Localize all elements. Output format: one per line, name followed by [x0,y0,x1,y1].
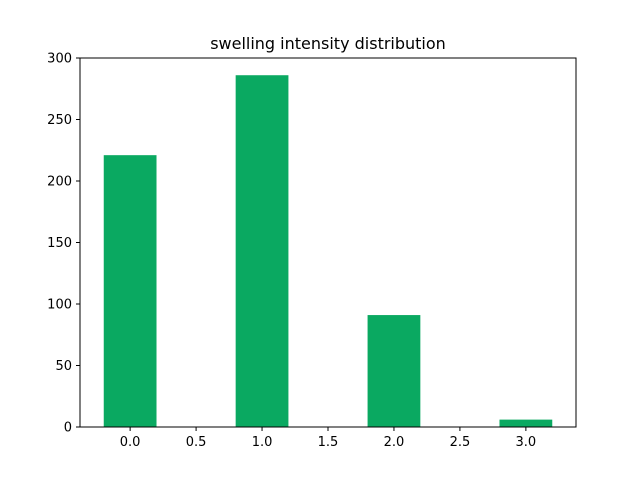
x-tick-label: 0.0 [120,435,141,450]
y-tick-label: 250 [47,113,72,128]
y-tick-label: 150 [47,236,72,251]
x-tick-label: 0.5 [186,435,207,450]
y-tick-label: 100 [47,298,72,313]
bar-1 [235,75,289,427]
x-tick-label: 2.5 [450,435,471,450]
axes-layer: 0.0 0.5 1.0 1.5 2.0 2.5 3.0 0 50 100 150 200 250 300 [47,52,577,450]
y-tick-label: 0 [64,421,72,436]
y-tick-label: 200 [47,175,72,190]
x-tick-label: 3.0 [516,435,537,450]
chart-title: swelling intensity distribution [210,34,446,53]
bar-3 [499,419,553,427]
bar-2 [367,315,421,427]
x-tick-label: 2.0 [384,435,405,450]
x-tick-label: 1.0 [252,435,273,450]
y-tick-label: 300 [47,52,72,67]
bars-layer [103,75,553,428]
x-tick-label: 1.5 [318,435,339,450]
bar-0 [103,155,157,428]
y-tick-label: 50 [55,359,72,374]
